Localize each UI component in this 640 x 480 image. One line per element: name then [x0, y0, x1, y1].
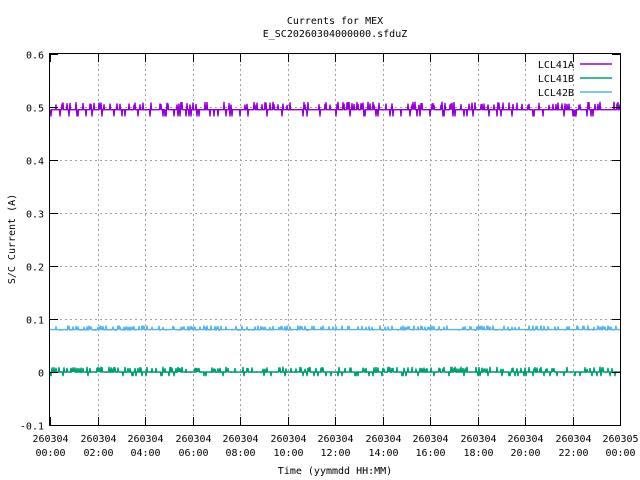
x-tick-label-date: 260304 — [365, 434, 401, 445]
x-tick-label-time: 12:00 — [320, 448, 350, 459]
series-line-lcl41a — [49, 101, 622, 117]
x-tick-label-date: 260304 — [222, 434, 258, 445]
series-layer — [49, 101, 622, 377]
series-line-lcl42b — [50, 325, 621, 332]
x-tick-label-date: 260304 — [317, 434, 353, 445]
y-tick-label: -0.1 — [20, 422, 44, 433]
x-tick-label-date: 260304 — [507, 434, 543, 445]
x-tick-label-time: 14:00 — [368, 448, 398, 459]
plot-frame — [49, 53, 621, 426]
x-tick-label-time: 18:00 — [463, 448, 493, 459]
x-tick-label-time: 16:00 — [415, 448, 445, 459]
x-tick-label-date: 260304 — [175, 434, 211, 445]
x-tick-label-time: 02:00 — [83, 448, 113, 459]
x-tick-label-time: 00:00 — [35, 448, 65, 459]
x-tick-label-time: 22:00 — [558, 448, 588, 459]
x-tick-label-time: 00:00 — [605, 448, 635, 459]
series-line-lcl41b — [49, 366, 621, 377]
y-tick-label: 0.4 — [26, 157, 44, 168]
chart-title: Currents for MEX — [287, 16, 383, 27]
legend: LCL41A LCL41B LCL42B — [538, 60, 612, 99]
x-tick-label-time: 10:00 — [273, 448, 303, 459]
legend-label: LCL41B — [538, 74, 574, 85]
y-tick-label: 0.2 — [26, 263, 44, 274]
legend-label: LCL42B — [538, 88, 574, 99]
y-tick-label: 0.3 — [26, 210, 44, 221]
x-tick-label-date: 260304 — [32, 434, 68, 445]
x-tick-label-date: 260304 — [127, 434, 163, 445]
y-tick-label: 0.5 — [26, 104, 44, 115]
x-axis-ticks: 260304 00:00 260304 02:00 260304 04:00 260304 0… — [32, 54, 639, 459]
x-tick-label-date: 260304 — [412, 434, 448, 445]
y-axis-ticks: -0.1 0 0.1 0.2 0.3 0.4 0.5 0.6 — [20, 51, 620, 433]
y-tick-label: 0 — [38, 369, 44, 380]
y-axis-label: S/C Current (A) — [7, 194, 18, 284]
x-tick-label-date: 260304 — [270, 434, 306, 445]
y-tick-label: 0.1 — [26, 316, 44, 327]
x-tick-label-time: 04:00 — [130, 448, 160, 459]
x-tick-label-time: 06:00 — [178, 448, 208, 459]
x-tick-label-date: 260304 — [460, 434, 496, 445]
legend-label: LCL41A — [538, 60, 574, 71]
x-tick-label-date: 260305 — [602, 434, 638, 445]
chart-subtitle: E_SC20260304000000.sfduZ — [263, 29, 408, 40]
x-tick-label-time: 08:00 — [225, 448, 255, 459]
x-tick-label-date: 260304 — [80, 434, 116, 445]
x-tick-label-time: 20:00 — [510, 448, 540, 459]
x-axis-label: Time (yymmdd HH:MM) — [278, 466, 392, 477]
x-tick-label-date: 260304 — [555, 434, 591, 445]
y-tick-label: 0.6 — [26, 51, 44, 62]
